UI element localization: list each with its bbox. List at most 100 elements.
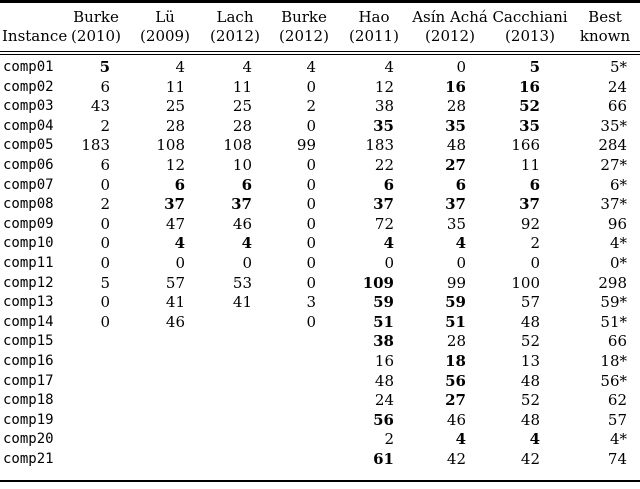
cell-comp03-burke-2012: 2 [306, 97, 316, 116]
table-row-comp19: comp19 56 46 48 57 [0, 411, 640, 431]
instance-label: comp15 [3, 333, 54, 350]
cell-comp15-cacchiani-2013: 52 [520, 332, 540, 351]
cell-comp11-asin-acha-2012: 0 [456, 253, 466, 272]
cell-comp08-lu-2009: 37 [164, 195, 185, 214]
table-row-comp06: comp06 6 12 10 0 22 27 11 27* [0, 156, 640, 176]
cell-comp05-burke-2010: 183 [81, 136, 110, 155]
cell-comp16-best-known: 18* [600, 351, 627, 370]
table-row-comp16: comp16 16 18 13 18* [0, 352, 640, 372]
cell-comp09-lach-2012: 46 [232, 214, 252, 233]
cell-comp14-lach-2012 [200, 313, 270, 333]
cell-comp17-cacchiani-2013: 48 [520, 371, 540, 390]
instance-label: comp07 [3, 176, 54, 193]
column-header-lach-2012: Lach (2012) [200, 2, 270, 54]
cell-comp14-cacchiani-2013: 48 [520, 312, 540, 331]
cell-comp01-best-known: 5* [609, 58, 627, 76]
cell-comp08-best-known: 37* [600, 195, 627, 214]
instance-label: comp08 [3, 196, 54, 213]
column-header-line2: (2010) [71, 27, 121, 45]
table-header: Instance Burke (2010) Lü (2009) Lach (2012) Bur… [0, 2, 640, 54]
cell-comp14-asin-acha-2012: 51 [445, 312, 466, 331]
cell-comp12-burke-2012: 0 [306, 273, 316, 292]
cell-comp11-lach-2012: 0 [242, 253, 252, 272]
cell-comp06-lach-2012: 10 [232, 155, 252, 174]
cell-comp08-asin-acha-2012: 37 [445, 195, 466, 214]
cell-comp21-asin-acha-2012: 42 [446, 449, 466, 468]
column-header-line1: Asín Achá [412, 8, 488, 26]
cell-comp20-cacchiani-2013: 4 [529, 430, 540, 449]
column-header-line1: Lach [216, 8, 254, 26]
cell-comp01-cacchiani-2013: 5 [529, 58, 540, 76]
cell-comp18-burke-2010 [62, 391, 130, 411]
table-row-comp07: comp07 0 6 6 0 6 6 6 6* [0, 176, 640, 196]
cell-comp03-asin-acha-2012: 28 [446, 97, 466, 116]
cell-comp18-asin-acha-2012: 27 [445, 391, 466, 410]
column-header-line2: (2012) [279, 27, 329, 45]
column-header-hao-2011: Hao (2011) [338, 2, 410, 54]
table-row-comp10: comp10 0 4 4 0 4 4 2 4* [0, 234, 640, 254]
cell-comp12-lu-2009: 57 [165, 273, 185, 292]
table-row-comp13: comp13 0 41 41 3 59 59 57 59* [0, 293, 640, 313]
cell-comp01-burke-2012: 4 [306, 58, 316, 76]
table-row-comp05: comp05 183 108 108 99 183 48 166 284 [0, 136, 640, 156]
column-header-line1: Cacchiani [492, 8, 568, 26]
cell-comp04-lach-2012: 28 [232, 116, 252, 135]
cell-comp20-hao-2011: 2 [384, 430, 394, 449]
cell-comp15-burke-2012 [270, 332, 338, 352]
instance-label: comp17 [3, 372, 54, 389]
cell-comp09-cacchiani-2013: 92 [520, 214, 540, 233]
cell-comp10-burke-2012: 0 [306, 234, 316, 253]
cell-comp18-hao-2011: 24 [374, 391, 394, 410]
cell-comp07-best-known: 6* [609, 175, 627, 194]
instance-label: comp05 [3, 137, 54, 154]
cell-comp14-best-known: 51* [600, 312, 627, 331]
cell-comp04-cacchiani-2013: 35 [519, 116, 540, 135]
column-header-lu-2009: Lü (2009) [130, 2, 200, 54]
instance-label: comp18 [3, 392, 54, 409]
column-header-best-known: Best known [570, 2, 640, 54]
cell-comp10-best-known: 4* [609, 234, 627, 253]
cell-comp03-lu-2009: 25 [165, 97, 185, 116]
cell-comp18-lu-2009 [130, 391, 200, 411]
instance-label: comp03 [3, 98, 54, 115]
instance-label: comp20 [3, 431, 54, 448]
cell-comp01-asin-acha-2012: 0 [456, 58, 466, 76]
cell-comp07-hao-2011: 6 [383, 175, 394, 194]
instance-label: comp19 [3, 411, 54, 428]
cell-comp04-asin-acha-2012: 35 [445, 116, 466, 135]
cell-comp21-hao-2011: 61 [373, 449, 394, 468]
cell-comp13-cacchiani-2013: 57 [520, 293, 540, 312]
cell-comp15-best-known: 66 [607, 332, 627, 351]
cell-comp08-burke-2010: 2 [100, 195, 110, 214]
cell-comp10-asin-acha-2012: 4 [455, 234, 466, 253]
cell-comp04-lu-2009: 28 [165, 116, 185, 135]
cell-comp21-lu-2009 [130, 450, 200, 482]
cell-comp13-lu-2009: 41 [165, 293, 185, 312]
instance-label: comp13 [3, 294, 54, 311]
cell-comp03-hao-2011: 38 [374, 97, 394, 116]
cell-comp14-burke-2012: 0 [306, 312, 316, 331]
cell-comp09-hao-2011: 72 [374, 214, 394, 233]
column-header-line2: (2011) [349, 27, 399, 45]
cell-comp14-lu-2009: 46 [165, 312, 185, 331]
cell-comp16-lach-2012 [200, 352, 270, 372]
column-header-line1: Best [588, 8, 622, 26]
cell-comp07-asin-acha-2012: 6 [455, 175, 466, 194]
instance-label: comp12 [3, 274, 54, 291]
cell-comp05-burke-2012: 99 [296, 136, 316, 155]
cell-comp12-hao-2011: 109 [362, 273, 394, 292]
instance-label: comp21 [3, 450, 54, 467]
cell-comp08-hao-2011: 37 [373, 195, 394, 214]
cell-comp12-lach-2012: 53 [232, 273, 252, 292]
column-header-line2: (2009) [140, 27, 190, 45]
cell-comp06-burke-2012: 0 [306, 155, 316, 174]
cell-comp18-cacchiani-2013: 52 [520, 391, 540, 410]
cell-comp06-hao-2011: 22 [374, 155, 394, 174]
cell-comp03-lach-2012: 25 [232, 97, 252, 116]
instance-label: comp16 [3, 352, 54, 369]
cell-comp06-cacchiani-2013: 11 [520, 155, 540, 174]
header-row: Instance Burke (2010) Lü (2009) Lach (2012) Bur… [0, 2, 640, 54]
table-row-comp14: comp14 0 46 0 51 51 48 51* [0, 313, 640, 333]
cell-comp20-asin-acha-2012: 4 [455, 430, 466, 449]
